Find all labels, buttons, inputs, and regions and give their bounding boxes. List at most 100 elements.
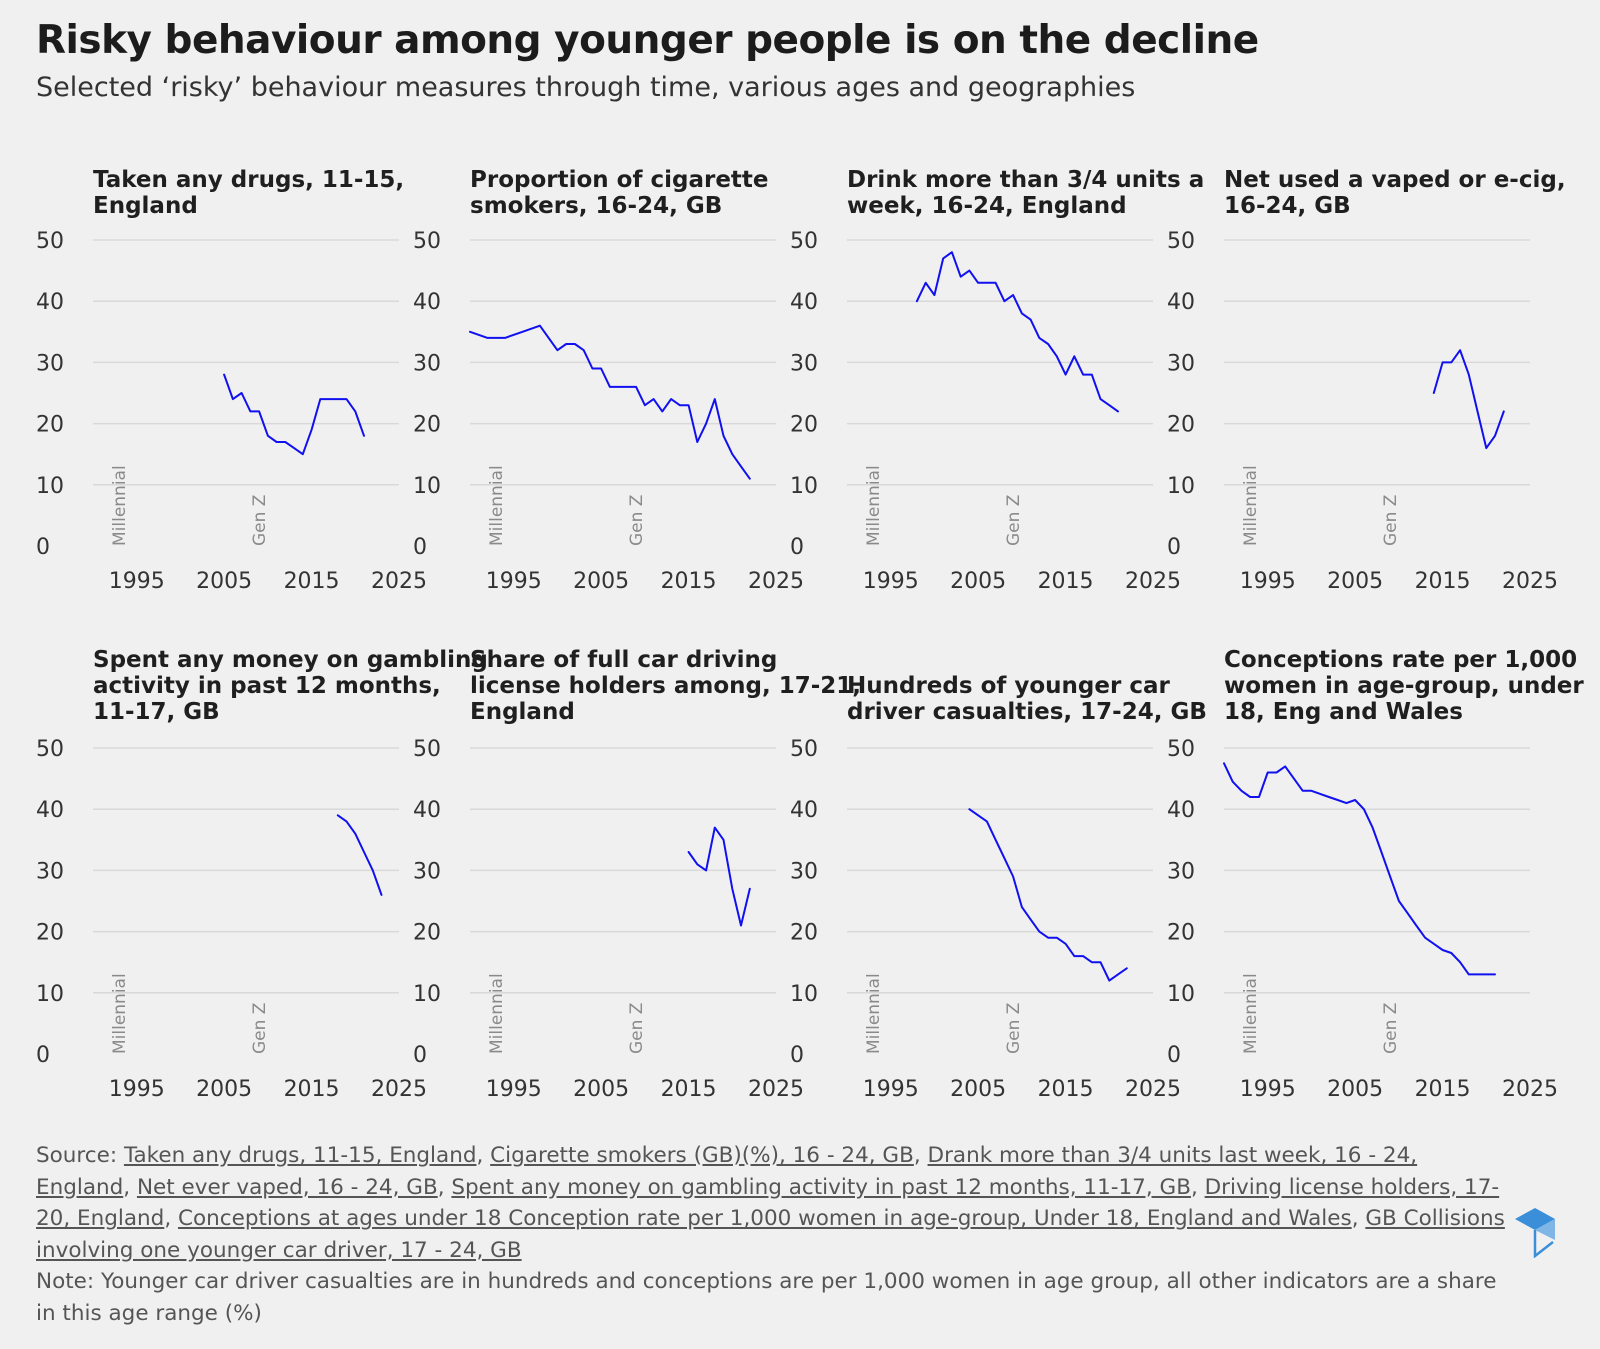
panel-title-line: 11-17, GB: [93, 699, 220, 725]
series-line: [1432, 349, 1505, 450]
x-tick-label: 2005: [950, 1077, 1006, 1102]
source-link-drugs[interactable]: Taken any drugs, 11-15, England: [123, 1143, 477, 1168]
generation-label-gen-z: Gen Z: [250, 495, 270, 546]
x-tick-label: 2005: [196, 569, 252, 594]
y-tick-label: 30: [36, 859, 64, 884]
source-link-vaping[interactable]: Net ever vaped, 16 - 24, GB: [136, 1174, 438, 1200]
panel-title-line: Proportion of cigarette: [470, 167, 769, 193]
generation-label-gen-z: Gen Z: [1004, 1003, 1024, 1054]
x-tick-label: 2005: [1327, 1077, 1383, 1102]
brand-logo-icon: [1515, 1208, 1555, 1258]
generation-label-millennial: Millennial: [1241, 465, 1261, 546]
y-tick-label: 30: [790, 859, 818, 884]
x-tick-label: 2015: [1038, 569, 1094, 594]
source-link-driving-license[interactable]: Driving license holders, 17-20, England: [36, 1174, 1500, 1232]
x-tick-label: 2025: [371, 569, 427, 594]
panel-title-line: Hundreds of younger car: [847, 673, 1170, 699]
y-tick-label: 30: [1167, 351, 1195, 376]
panel-title-line: women in age-group, under: [1224, 673, 1584, 699]
y-tick-label: 10: [36, 982, 64, 1007]
y-tick-label: 20: [1167, 921, 1195, 946]
x-tick-label: 2015: [1415, 569, 1471, 594]
source-link-gambling[interactable]: Spent any money on gambling activity in …: [451, 1174, 1191, 1200]
y-tick-label: 30: [413, 351, 441, 376]
y-tick-label: 10: [1167, 474, 1195, 499]
x-tick-label: 1995: [1240, 569, 1296, 594]
panel-title-line: Share of full car driving: [470, 647, 777, 673]
y-tick-label: 30: [1167, 859, 1195, 884]
y-tick-label: 20: [790, 413, 818, 438]
y-tick-label: 20: [790, 921, 818, 946]
y-tick-label: 10: [413, 474, 441, 499]
generation-label-millennial: Millennial: [1241, 973, 1261, 1054]
footer-note: Note: Younger car driver casualties are …: [36, 1269, 1497, 1326]
panel-title-line: activity in past 12 months,: [93, 673, 441, 699]
x-tick-label: 1995: [863, 1077, 919, 1102]
generation-label-gen-z: Gen Z: [1381, 1003, 1401, 1054]
series-line: [1223, 762, 1496, 976]
x-tick-label: 1995: [109, 569, 165, 594]
panel-1: Taken any drugs, 11-15,England 0 10 20 30 40 5…: [36, 167, 427, 594]
x-tick-label: 2025: [1502, 1077, 1558, 1102]
series-line: [968, 808, 1128, 982]
y-tick-label: 20: [36, 413, 64, 438]
y-tick-label: 10: [790, 982, 818, 1007]
small-multiples-chart: Taken any drugs, 11-15,England0102030405…: [36, 167, 1584, 1102]
panel-title-line: England: [470, 699, 575, 725]
y-tick-label: 0: [1167, 535, 1181, 560]
x-tick-label: 1995: [1240, 1077, 1296, 1102]
panel-title-line: 16-24, GB: [1224, 193, 1351, 219]
generation-label-gen-z: Gen Z: [1381, 495, 1401, 546]
source-link-cigarettes[interactable]: Cigarette smokers (GB)(%), 16 - 24, GB: [490, 1143, 914, 1168]
panel-title-line: Conceptions rate per 1,000: [1224, 647, 1577, 673]
generation-label-millennial: Millennial: [864, 465, 884, 546]
x-tick-label: 1995: [486, 1077, 542, 1102]
y-tick-label: 50: [413, 229, 441, 254]
chart-title: Risky behaviour among younger people is …: [36, 18, 1259, 63]
generation-label-gen-z: Gen Z: [1004, 495, 1024, 546]
x-tick-label: 1995: [863, 569, 919, 594]
panel-title-line: driver casualties, 17-24, GB: [847, 699, 1207, 725]
x-tick-label: 2015: [284, 569, 340, 594]
panel-title-line: Drink more than 3/4 units a: [847, 167, 1204, 193]
y-tick-label: 50: [1167, 737, 1195, 762]
y-tick-label: 20: [413, 413, 441, 438]
y-tick-label: 10: [790, 474, 818, 499]
y-tick-label: 0: [1167, 1043, 1181, 1068]
source-link-conceptions[interactable]: Conceptions at ages under 18 Conception …: [177, 1206, 1352, 1231]
series-line: [915, 251, 1119, 413]
y-tick-label: 0: [790, 1043, 804, 1068]
series-line: [687, 826, 751, 927]
source-link-collisions[interactable]: GB Collisions involving one younger car …: [36, 1206, 1505, 1263]
source-link-drinking[interactable]: Drank more than 3/4 units last week, 16 …: [36, 1143, 1418, 1200]
y-tick-label: 40: [36, 290, 64, 315]
panel-title-line: England: [93, 193, 198, 219]
x-tick-label: 2025: [748, 1077, 804, 1102]
footer: Source: Taken any drugs, 11-15, England,…: [36, 1140, 1506, 1329]
y-tick-label: 0: [413, 1043, 427, 1068]
panel-title-line: 18, Eng and Wales: [1224, 699, 1463, 725]
y-tick-label: 40: [36, 798, 64, 823]
panel-title-line: Taken any drugs, 11-15,: [93, 167, 404, 193]
y-tick-label: 0: [790, 535, 804, 560]
generation-label-millennial: Millennial: [110, 973, 130, 1054]
x-tick-label: 2015: [1415, 1077, 1471, 1102]
generation-label-millennial: Millennial: [487, 973, 507, 1054]
panel-title-line: week, 16-24, England: [847, 193, 1127, 219]
x-tick-label: 2015: [661, 569, 717, 594]
y-tick-label: 20: [1167, 413, 1195, 438]
panel-title-line: smokers, 16-24, GB: [470, 193, 722, 219]
series-line: [336, 814, 383, 896]
panel-4: Net used a vaped or e-cig,16-24, GB 0 10 20…: [1167, 167, 1566, 594]
y-tick-label: 50: [413, 737, 441, 762]
source-label: Source:: [36, 1143, 118, 1168]
y-tick-label: 0: [413, 535, 427, 560]
y-tick-label: 50: [36, 229, 64, 254]
generation-label-millennial: Millennial: [110, 465, 130, 546]
y-tick-label: 40: [413, 290, 441, 315]
x-tick-label: 2025: [1125, 569, 1181, 594]
